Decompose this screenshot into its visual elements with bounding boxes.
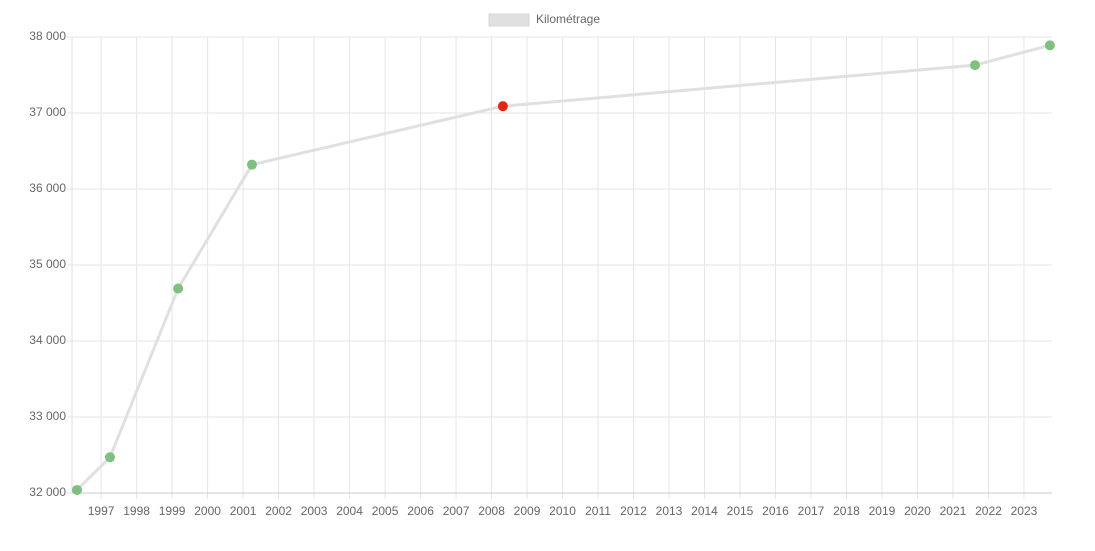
x-tick-label: 2008 [478,504,505,518]
x-tick-label: 2011 [585,504,611,518]
x-tick-label: 2007 [443,504,470,518]
x-tick-label: 2012 [620,504,647,518]
x-tick-label: 2004 [336,504,363,518]
point [246,159,257,170]
x-tick-label: 2006 [407,504,434,518]
x-tick-label: 2023 [1011,504,1038,518]
legend-label: Kilométrage [536,12,600,26]
point [104,452,115,463]
x-tick-label: 2013 [656,504,683,518]
x-tick-label: 2014 [691,504,718,518]
y-tick-label: 37 000 [29,105,66,119]
x-tick-label: 2016 [762,504,789,518]
x-tick-label: 2003 [301,504,328,518]
y-tick-label: 38 000 [29,29,66,43]
x-tick-label: 2010 [549,504,576,518]
point [497,101,508,112]
y-tick-label: 32 000 [29,485,66,499]
x-tick-label: 2000 [194,504,221,518]
point [969,60,980,71]
x-tick-label: 2009 [514,504,541,518]
point [173,283,184,294]
x-tick-label: 2001 [230,504,257,518]
x-tick-label: 2022 [975,504,1002,518]
x-tick-label: 2021 [940,504,967,518]
legend-swatch [488,13,530,27]
x-tick-label: 2020 [904,504,931,518]
point [71,484,82,495]
x-tick-label: 2017 [798,504,825,518]
x-tick-label: 1999 [159,504,186,518]
y-tick-label: 35 000 [29,257,66,271]
x-tick-label: 1997 [88,504,115,518]
x-tick-label: 2019 [869,504,896,518]
y-tick-label: 33 000 [29,409,66,423]
x-tick-label: 2005 [372,504,399,518]
y-tick-label: 36 000 [29,181,66,195]
point [1044,40,1055,51]
line [75,43,1051,492]
x-tick-label: 2002 [265,504,292,518]
x-tick-label: 2018 [833,504,860,518]
y-tick-label: 34 000 [29,333,66,347]
x-tick-label: 2015 [727,504,754,518]
x-tick-label: 1998 [123,504,150,518]
